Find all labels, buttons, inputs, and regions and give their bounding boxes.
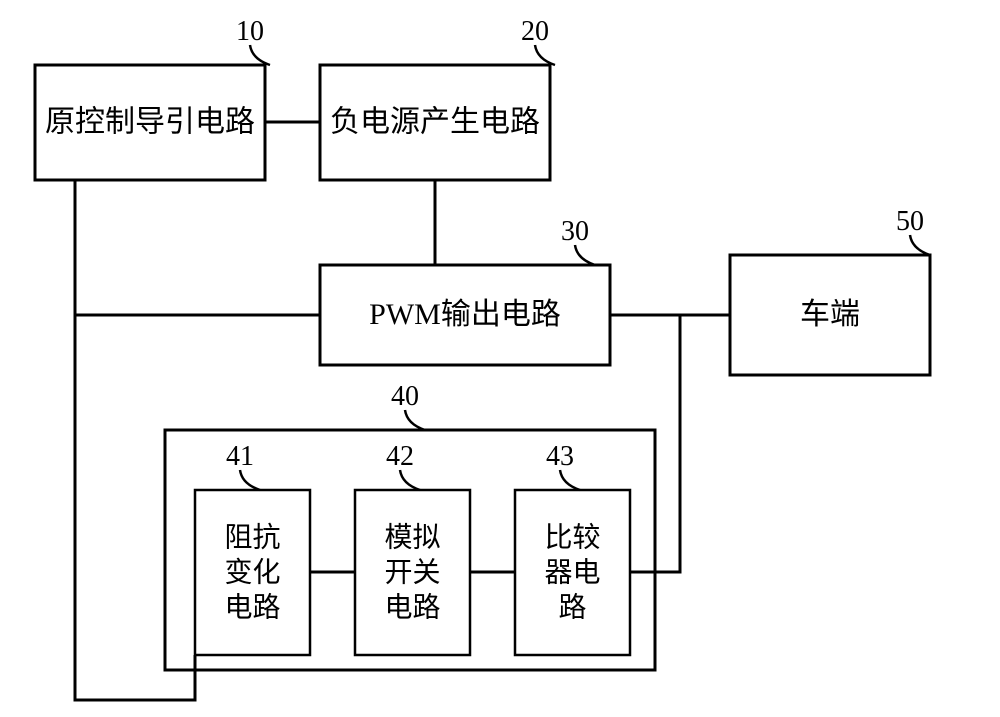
analog-switch-circuit-tag: 42 bbox=[386, 441, 414, 472]
analog-switch-circuit-label: 模拟开关电路 bbox=[384, 522, 440, 624]
pwm-output-circuit-leader bbox=[575, 245, 595, 265]
original-control-guide-circuit-leader bbox=[250, 45, 270, 65]
analog-switch-circuit: 模拟开关电路 42 bbox=[355, 441, 470, 655]
pwm-output-circuit: PWM输出电路 30 bbox=[320, 216, 610, 365]
original-control-guide-circuit-tag: 10 bbox=[236, 16, 264, 47]
negative-power-gen-circuit-label: 负电源产生电路 bbox=[330, 105, 540, 138]
negative-power-gen-circuit-leader bbox=[535, 45, 555, 65]
impedance-change-circuit-tag: 41 bbox=[226, 441, 254, 472]
comparator-circuit-leader bbox=[560, 470, 580, 490]
pwm-output-circuit-label: PWM输出电路 bbox=[369, 298, 561, 331]
comparator-circuit-tag: 43 bbox=[546, 441, 574, 472]
impedance-change-circuit: 阻抗变化电路 41 bbox=[195, 441, 310, 655]
edge-e10-30 bbox=[75, 180, 320, 315]
comparator-circuit-label: 比较器电路 bbox=[544, 522, 600, 624]
feedback-group-tag: 40 bbox=[391, 381, 419, 412]
impedance-change-circuit-leader bbox=[240, 470, 260, 490]
vehicle-end-tag: 50 bbox=[896, 206, 924, 237]
original-control-guide-circuit: 原控制导引电路 10 bbox=[35, 16, 270, 180]
analog-switch-circuit-leader bbox=[400, 470, 420, 490]
negative-power-gen-circuit: 负电源产生电路 20 bbox=[320, 16, 555, 180]
vehicle-end-leader bbox=[910, 235, 930, 255]
impedance-change-circuit-label: 阻抗变化电路 bbox=[224, 522, 280, 624]
vehicle-end: 车端 50 bbox=[730, 206, 930, 375]
feedback-group-leader bbox=[405, 410, 425, 430]
original-control-guide-circuit-label: 原控制导引电路 bbox=[45, 105, 255, 138]
edge-e10-41 bbox=[75, 315, 195, 700]
pwm-output-circuit-tag: 30 bbox=[561, 216, 589, 247]
comparator-circuit: 比较器电路 43 bbox=[515, 441, 630, 655]
vehicle-end-label: 车端 bbox=[800, 298, 860, 331]
negative-power-gen-circuit-tag: 20 bbox=[521, 16, 549, 47]
